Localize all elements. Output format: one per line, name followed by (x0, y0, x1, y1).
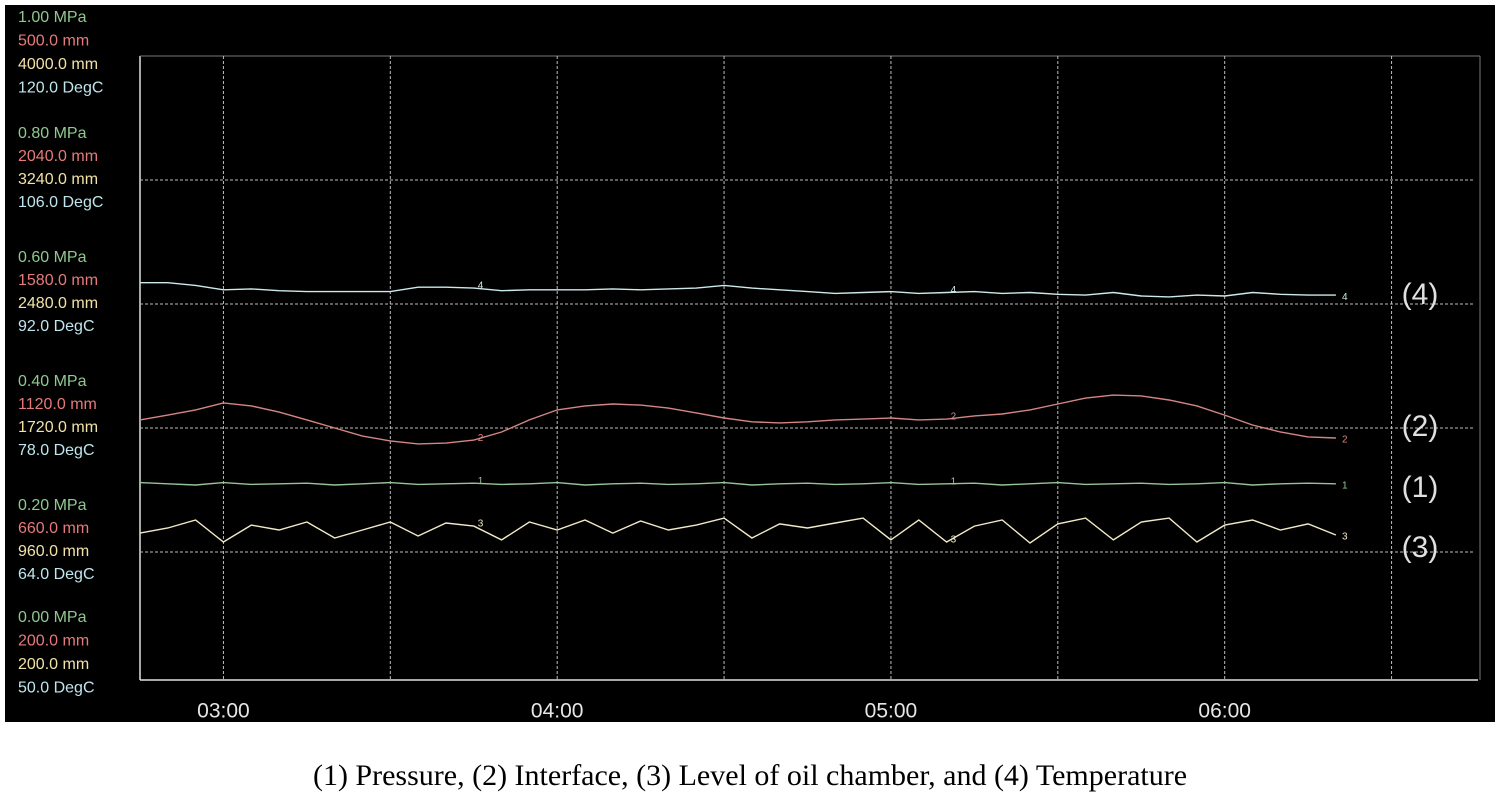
y-tick-label: 1.00 MPa (18, 9, 87, 26)
y-tick-label: 0.60 MPa (18, 249, 87, 266)
series-label: 4 (1342, 292, 1348, 303)
series-label: 4 (951, 285, 957, 296)
y-tick-label: 1120.0 mm (18, 396, 97, 413)
y-tick-label: 1720.0 mm (18, 419, 98, 436)
y-tick-label: 0.40 MPa (18, 373, 87, 390)
y-tick-label: 50.0 DegC (18, 680, 95, 697)
y-tick-label: 500.0 mm (18, 33, 89, 50)
series-label: 2 (1342, 435, 1348, 446)
series-label: 2 (478, 433, 484, 444)
series-line (139, 481, 1336, 486)
series-tag: (2) (1402, 410, 1439, 443)
x-tick-label: 03:00 (197, 700, 250, 723)
x-tick-label: 06:00 (1198, 700, 1251, 723)
y-tick-label: 3240.0 mm (18, 171, 98, 188)
y-tick-label: 106.0 DegC (18, 194, 103, 211)
series-label: 3 (478, 519, 484, 530)
y-tick-label: 2480.0 mm (18, 295, 98, 312)
y-tick-label: 200.0 mm (18, 656, 89, 673)
series-label: 4 (478, 281, 484, 292)
y-tick-label: 0.20 MPa (18, 497, 87, 514)
y-tick-label: 92.0 DegC (18, 318, 95, 335)
y-tick-label: 120.0 DegC (18, 80, 103, 97)
series-label: 1 (478, 476, 484, 487)
y-tick-label: 0.00 MPa (18, 609, 87, 626)
y-tick-label: 0.80 MPa (18, 125, 87, 142)
y-tick-label: 960.0 mm (18, 543, 89, 560)
x-tick-label: 04:00 (531, 700, 584, 723)
y-tick-label: 660.0 mm (18, 520, 89, 537)
y-tick-label: 200.0 mm (18, 633, 89, 650)
series-label: 2 (951, 412, 957, 423)
y-tick-label: 78.0 DegC (18, 442, 95, 459)
series-label: 3 (1342, 532, 1348, 543)
y-tick-label: 64.0 DegC (18, 566, 95, 583)
caption: (1) Pressure, (2) Interface, (3) Level o… (313, 759, 1187, 792)
y-tick-label: 1580.0 mm (18, 272, 98, 289)
y-tick-label: 2040.0 mm (18, 148, 98, 165)
series-tag: (3) (1402, 531, 1439, 564)
series-label: 1 (951, 476, 957, 487)
series-label: 3 (951, 535, 957, 546)
plot-background (5, 5, 1495, 722)
x-tick-label: 05:00 (865, 700, 918, 723)
series-tag: (1) (1402, 471, 1439, 504)
series-line (140, 282, 1336, 298)
series-label: 1 (1342, 480, 1348, 491)
y-tick-label: 4000.0 mm (18, 56, 98, 73)
series-line (139, 394, 1336, 445)
series-tag: (4) (1402, 278, 1439, 311)
series-line (139, 517, 1337, 544)
